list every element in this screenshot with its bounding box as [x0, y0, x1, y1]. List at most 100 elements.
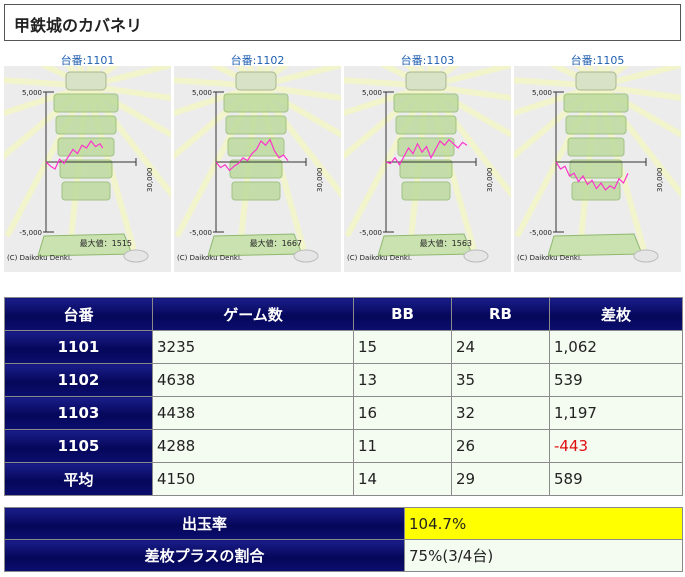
graph-card-1101[interactable]: 台番:1101 5,000 -5,000 30,000 最大値：1515 (C) Dai… [4, 50, 171, 272]
table-row: 1102 4638 13 35 539 [4, 363, 683, 397]
light-ray [596, 83, 681, 101]
summary-row-plus: 差枚プラスの割合 75%(3/4台) [4, 539, 683, 572]
deco-tier [399, 159, 453, 179]
light-ray [209, 66, 259, 89]
light-ray [425, 66, 460, 89]
light-ray [595, 66, 630, 89]
copyright-text: (C) Daikoku Denki. [7, 254, 72, 262]
deco-tier [53, 93, 119, 113]
cell-diff: 1,197 [549, 396, 683, 430]
table-header-row: 台番 ゲーム数 BB RB 差枚 [4, 297, 683, 331]
deco-coin [463, 249, 489, 263]
x-axis-label: 30,000 [486, 168, 494, 193]
light-ray [426, 83, 511, 101]
cell-bb: 14 [353, 462, 452, 496]
deco-tier [571, 181, 621, 201]
light-ray [86, 66, 171, 89]
deco-coin [293, 249, 319, 263]
deco-coin [633, 249, 659, 263]
cell-bb: 11 [353, 429, 452, 463]
slump-graph: 5,000 -5,000 30,000 最大値：1563 (C) Daikoku Den… [344, 66, 511, 272]
slump-line [45, 139, 104, 170]
copyright-text: (C) Daikoku Denki. [517, 254, 582, 262]
light-ray [174, 77, 258, 89]
cell-rb: 24 [451, 330, 550, 364]
x-axis-label: 30,000 [146, 168, 154, 193]
payout-rate-label: 出玉率 [4, 507, 405, 540]
max-value-label: 最大値：1563 [420, 238, 472, 248]
graph-title: 台番:1102 [230, 54, 285, 67]
cell-games: 3235 [152, 330, 354, 364]
deco-tier [401, 181, 451, 201]
light-ray [86, 83, 171, 101]
cell-games: 4288 [152, 429, 354, 463]
cell-diff-negative: -443 [549, 429, 683, 463]
deco-top [575, 71, 617, 91]
y-bottom-label: -5,000 [529, 229, 552, 237]
copyright-text: (C) Daikoku Denki. [347, 254, 412, 262]
light-ray [379, 66, 429, 89]
row-machine: 1102 [4, 363, 153, 397]
deco-tier [395, 115, 457, 135]
slump-graph: 5,000 -5,000 30,000 最大値：1667 (C) Daikoku Den… [174, 66, 341, 272]
x-axis-label: 30,000 [316, 168, 324, 193]
deco-top [235, 71, 277, 91]
table-row: 1103 4438 16 32 1,197 [4, 396, 683, 430]
max-value-label: 最大値：1667 [250, 238, 302, 248]
row-average: 平均 [4, 462, 153, 496]
y-bottom-label: -5,000 [19, 229, 42, 237]
cell-bb: 16 [353, 396, 452, 430]
y-top-label: 5,000 [22, 89, 42, 97]
row-machine: 1101 [4, 330, 153, 364]
deco-tier [59, 159, 113, 179]
deco-tier [229, 159, 283, 179]
deco-tray [547, 233, 643, 257]
cell-rb: 29 [451, 462, 550, 496]
graph-title: 台番:1101 [60, 54, 115, 67]
table-row-average: 平均 4150 14 29 589 [4, 462, 683, 496]
header-machine: 台番 [4, 297, 153, 331]
table-row: 1101 3235 15 24 1,062 [4, 330, 683, 364]
header-games: ゲーム数 [152, 297, 354, 331]
plus-ratio-value: 75%(3/4台) [404, 539, 683, 572]
deco-tier [55, 115, 117, 135]
graph-card-1103[interactable]: 台番:1103 5,000 -5,000 30,000 最大値：1563 (C) Dai… [344, 50, 511, 272]
summary-row-payout: 出玉率 104.7% [4, 507, 683, 540]
y-top-label: 5,000 [362, 89, 382, 97]
graph-title: 台番:1103 [400, 54, 455, 67]
page-title: 甲鉄城のカバネリ [4, 4, 681, 41]
deco-tier [567, 137, 625, 157]
header-rb: RB [451, 297, 550, 331]
deco-tier [563, 93, 629, 113]
deco-tier [225, 115, 287, 135]
cell-rb: 32 [451, 396, 550, 430]
y-top-label: 5,000 [192, 89, 212, 97]
deco-tier [231, 181, 281, 201]
light-ray [426, 66, 511, 89]
y-bottom-label: -5,000 [359, 229, 382, 237]
light-ray [596, 66, 681, 89]
cell-games: 4638 [152, 363, 354, 397]
deco-tier [393, 93, 459, 113]
machine-data-table: 台番 ゲーム数 BB RB 差枚 1101 3235 15 24 1,062 1… [4, 297, 683, 496]
summary-table: 出玉率 104.7% 差枚プラスの割合 75%(3/4台) [4, 507, 683, 572]
light-ray [344, 77, 428, 89]
light-ray [256, 83, 341, 101]
slump-line [215, 138, 289, 172]
cell-games: 4150 [152, 462, 354, 496]
deco-tier [565, 115, 627, 135]
cell-diff: 1,062 [549, 330, 683, 364]
deco-top [65, 71, 107, 91]
cell-diff: 539 [549, 363, 683, 397]
cell-rb: 26 [451, 429, 550, 463]
graph-card-1102[interactable]: 台番:1102 5,000 -5,000 30,000 最大値：1667 (C) Dai… [174, 50, 341, 272]
light-ray [4, 77, 88, 89]
graph-card-1105[interactable]: 台番:1105 5,000 -5,000 30,000 (C) Daikoku Den… [514, 50, 681, 272]
header-bb: BB [353, 297, 452, 331]
slump-line [555, 161, 629, 191]
deco-coin [123, 249, 149, 263]
deco-tier [61, 181, 111, 201]
light-ray [256, 66, 341, 89]
graph-title: 台番:1105 [570, 54, 625, 67]
light-ray [39, 66, 89, 89]
